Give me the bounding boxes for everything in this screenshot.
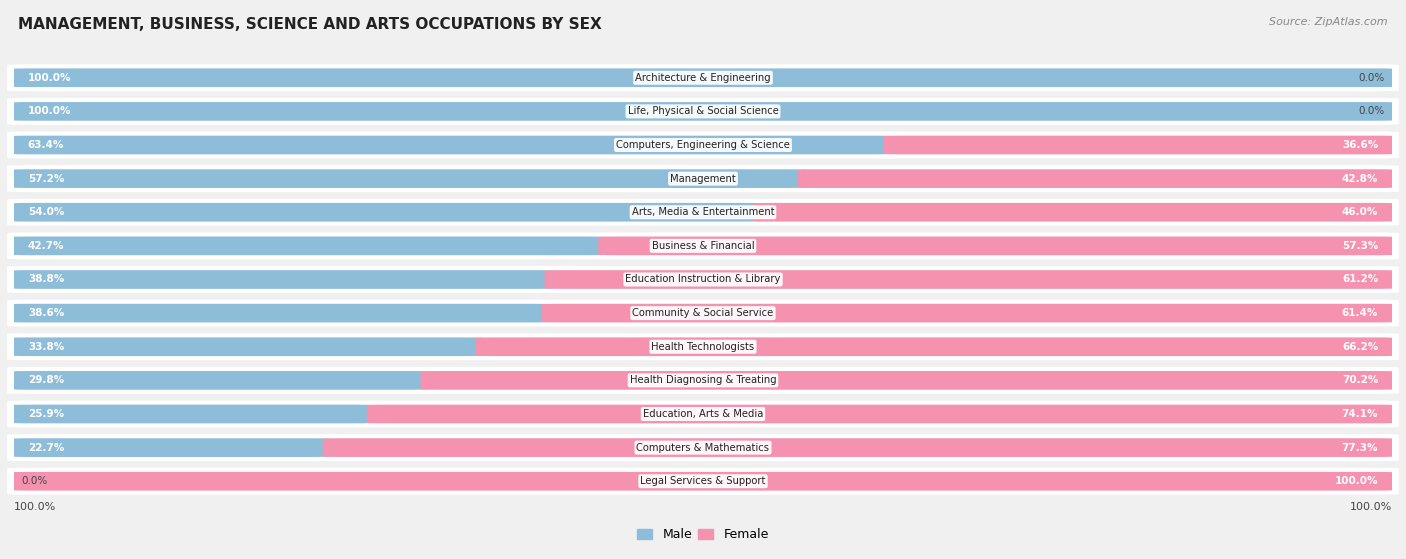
FancyBboxPatch shape [10,270,553,289]
Text: 100.0%: 100.0% [1350,502,1392,512]
FancyBboxPatch shape [599,236,1396,255]
Text: Health Diagnosing & Treating: Health Diagnosing & Treating [630,376,776,385]
Text: 70.2%: 70.2% [1341,376,1378,385]
Text: 25.9%: 25.9% [28,409,63,419]
FancyBboxPatch shape [7,199,1399,226]
FancyBboxPatch shape [754,203,1396,221]
Text: 63.4%: 63.4% [28,140,65,150]
FancyBboxPatch shape [475,338,1396,356]
Text: Community & Social Service: Community & Social Service [633,308,773,318]
FancyBboxPatch shape [7,367,1399,394]
FancyBboxPatch shape [10,68,1396,87]
Text: 100.0%: 100.0% [28,73,72,83]
FancyBboxPatch shape [10,102,1396,121]
Text: 61.2%: 61.2% [1341,274,1378,285]
Text: 57.2%: 57.2% [28,174,65,183]
FancyBboxPatch shape [541,304,1396,323]
FancyBboxPatch shape [10,371,429,390]
Text: 61.4%: 61.4% [1341,308,1378,318]
FancyBboxPatch shape [10,203,762,221]
FancyBboxPatch shape [10,338,484,356]
Text: 100.0%: 100.0% [1334,476,1378,486]
FancyBboxPatch shape [323,438,1396,457]
Text: Life, Physical & Social Science: Life, Physical & Social Science [627,106,779,116]
Text: Source: ZipAtlas.com: Source: ZipAtlas.com [1270,17,1388,27]
FancyBboxPatch shape [7,131,1399,158]
FancyBboxPatch shape [10,304,550,323]
Text: 46.0%: 46.0% [1341,207,1378,217]
FancyBboxPatch shape [10,236,606,255]
FancyBboxPatch shape [7,233,1399,259]
FancyBboxPatch shape [7,468,1399,495]
FancyBboxPatch shape [367,405,1396,423]
FancyBboxPatch shape [883,136,1396,154]
FancyBboxPatch shape [7,266,1399,293]
Text: Computers & Mathematics: Computers & Mathematics [637,443,769,453]
Text: Computers, Engineering & Science: Computers, Engineering & Science [616,140,790,150]
Text: 0.0%: 0.0% [1358,73,1385,83]
FancyBboxPatch shape [10,136,891,154]
Text: 54.0%: 54.0% [28,207,65,217]
FancyBboxPatch shape [7,165,1399,192]
FancyBboxPatch shape [7,333,1399,360]
Text: 0.0%: 0.0% [21,476,48,486]
FancyBboxPatch shape [10,438,330,457]
Text: Education, Arts & Media: Education, Arts & Media [643,409,763,419]
Text: 22.7%: 22.7% [28,443,65,453]
Text: Education Instruction & Library: Education Instruction & Library [626,274,780,285]
Text: Legal Services & Support: Legal Services & Support [640,476,766,486]
Text: 38.6%: 38.6% [28,308,65,318]
Text: 38.8%: 38.8% [28,274,65,285]
FancyBboxPatch shape [7,434,1399,461]
Text: 77.3%: 77.3% [1341,443,1378,453]
Text: 74.1%: 74.1% [1341,409,1378,419]
Text: Business & Financial: Business & Financial [652,241,754,251]
Text: Health Technologists: Health Technologists [651,342,755,352]
Text: Architecture & Engineering: Architecture & Engineering [636,73,770,83]
Text: 29.8%: 29.8% [28,376,63,385]
Text: 57.3%: 57.3% [1341,241,1378,251]
FancyBboxPatch shape [7,300,1399,326]
FancyBboxPatch shape [10,405,375,423]
FancyBboxPatch shape [420,371,1396,390]
Text: Arts, Media & Entertainment: Arts, Media & Entertainment [631,207,775,217]
FancyBboxPatch shape [799,169,1396,188]
Legend: Male, Female: Male, Female [633,523,773,546]
FancyBboxPatch shape [7,98,1399,125]
Text: 42.8%: 42.8% [1341,174,1378,183]
Text: 0.0%: 0.0% [1358,106,1385,116]
FancyBboxPatch shape [7,401,1399,428]
Text: 36.6%: 36.6% [1341,140,1378,150]
Text: 33.8%: 33.8% [28,342,65,352]
Text: Management: Management [671,174,735,183]
FancyBboxPatch shape [10,472,1396,491]
Text: 100.0%: 100.0% [14,502,56,512]
Text: 100.0%: 100.0% [28,106,72,116]
Text: MANAGEMENT, BUSINESS, SCIENCE AND ARTS OCCUPATIONS BY SEX: MANAGEMENT, BUSINESS, SCIENCE AND ARTS O… [18,17,602,32]
FancyBboxPatch shape [544,270,1396,289]
Text: 66.2%: 66.2% [1341,342,1378,352]
FancyBboxPatch shape [7,64,1399,91]
Text: 42.7%: 42.7% [28,241,65,251]
FancyBboxPatch shape [10,169,807,188]
